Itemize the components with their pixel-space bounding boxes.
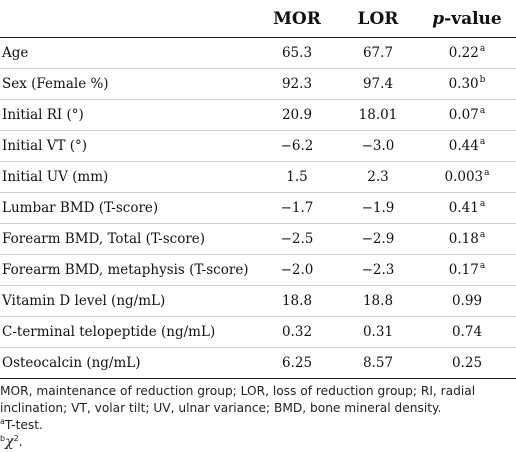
footnote-a-marker: a (0, 417, 5, 426)
footnote-b-exponent: 2 (13, 434, 19, 443)
row-label: C-terminal telopeptide (ng/mL) (0, 316, 256, 348)
footnote-a-text: T-test. (4, 418, 43, 432)
row-label: Forearm BMD, metaphysis (T-score) (0, 254, 256, 286)
footnote-abbreviations: MOR, maintenance of reduction group; LOR… (0, 384, 476, 415)
p-value: 0.003 (444, 169, 484, 185)
mor-value: −1.7 (256, 192, 338, 224)
table-row: Osteocalcin (ng/mL) 6.25 8.57 0.25 (0, 347, 516, 379)
p-value-footnote-marker: a (484, 168, 490, 178)
p-value-cell: 0.25 (418, 347, 516, 379)
header-p-rest: -value (444, 8, 502, 29)
lor-value: 8.57 (338, 347, 418, 379)
p-value: 0.07 (448, 107, 479, 123)
p-value: 0.30 (448, 76, 479, 92)
comparison-table: MOR LOR p-value Age 65.3 67.7 0.22a Sex (Fem… (0, 0, 516, 379)
mor-value: 1.5 (256, 161, 338, 193)
table-body: Age 65.3 67.7 0.22a Sex (Female %) 92.3 97.4 0.… (0, 37, 516, 379)
footnote-b-tail: . (18, 435, 23, 449)
p-value: 0.41 (448, 200, 479, 216)
p-value: 0.17 (448, 262, 479, 278)
lor-value: 18.8 (338, 285, 418, 317)
row-label: Age (0, 37, 256, 69)
table-row: Sex (Female %) 92.3 97.4 0.30b (0, 68, 516, 100)
p-value-footnote-marker: a (479, 230, 486, 240)
p-value-cell: 0.17a (418, 254, 516, 286)
table-row: Vitamin D level (ng/mL) 18.8 18.8 0.99 (0, 285, 516, 317)
table-row: Age 65.3 67.7 0.22a (0, 37, 516, 69)
mor-value: −2.5 (256, 223, 338, 255)
mor-value: 92.3 (256, 68, 338, 100)
p-value-cell: 0.003a (418, 161, 516, 193)
p-value-footnote-marker: a (479, 199, 486, 209)
p-value-footnote-marker: a (479, 137, 486, 147)
p-value-cell: 0.18a (418, 223, 516, 255)
row-label: Initial VT (°) (0, 130, 256, 162)
footnote-b-marker: b (0, 434, 6, 443)
mor-value: 0.32 (256, 316, 338, 348)
header-label-cell (0, 0, 256, 38)
mor-value: −2.0 (256, 254, 338, 286)
table-row: C-terminal telopeptide (ng/mL) 0.32 0.31 0.… (0, 316, 516, 348)
lor-value: −1.9 (338, 192, 418, 224)
row-label: Lumbar BMD (T-score) (0, 192, 256, 224)
table-header-row: MOR LOR p-value (0, 0, 516, 38)
row-label: Initial RI (°) (0, 99, 256, 131)
p-value-cell: 0.44a (418, 130, 516, 162)
p-value-footnote-marker: a (479, 106, 486, 116)
row-label: Sex (Female %) (0, 68, 256, 100)
table-row: Initial VT (°) −6.2 −3.0 0.44a (0, 130, 516, 162)
table-row: Lumbar BMD (T-score) −1.7 −1.9 0.41a (0, 192, 516, 224)
table-row: Initial UV (mm) 1.5 2.3 0.003a (0, 161, 516, 193)
mor-value: 65.3 (256, 37, 338, 69)
p-value-footnote-marker: b (479, 75, 486, 85)
table-row: Forearm BMD, metaphysis (T-score) −2.0 −2.… (0, 254, 516, 286)
p-value-cell: 0.30b (418, 68, 516, 100)
p-value-cell: 0.99 (418, 285, 516, 317)
p-value: 0.22 (448, 45, 479, 61)
p-value-footnote-marker: a (479, 44, 486, 54)
lor-value: 67.7 (338, 37, 418, 69)
table-footnotes: MOR, maintenance of reduction group; LOR… (0, 383, 512, 451)
p-value-cell: 0.22a (418, 37, 516, 69)
p-value-footnote-marker: a (479, 261, 486, 271)
row-label: Forearm BMD, Total (T-score) (0, 223, 256, 255)
footnote-b: bχ2. (0, 434, 512, 451)
footnote-a: aT-test. (0, 417, 512, 434)
mor-value: 18.8 (256, 285, 338, 317)
p-value-cell: 0.74 (418, 316, 516, 348)
mor-value: 6.25 (256, 347, 338, 379)
p-value: 0.99 (451, 293, 483, 309)
lor-value: −3.0 (338, 130, 418, 162)
row-label: Osteocalcin (ng/mL) (0, 347, 256, 379)
data-table-container: MOR LOR p-value Age 65.3 67.7 0.22a Sex (Fem… (0, 0, 516, 379)
footnote-b-symbol: χ (5, 434, 14, 450)
header-lor: LOR (338, 0, 418, 38)
p-value: 0.18 (448, 231, 479, 247)
lor-value: 18.01 (338, 99, 418, 131)
p-value: 0.44 (448, 138, 479, 154)
lor-value: −2.3 (338, 254, 418, 286)
lor-value: 2.3 (338, 161, 418, 193)
p-value: 0.74 (451, 324, 483, 340)
mor-value: 20.9 (256, 99, 338, 131)
header-p-italic: p (432, 8, 445, 29)
header-p-value: p-value (418, 0, 516, 38)
table-row: Forearm BMD, Total (T-score) −2.5 −2.9 0.18… (0, 223, 516, 255)
p-value-cell: 0.07a (418, 99, 516, 131)
header-mor: MOR (256, 0, 338, 38)
p-value: 0.25 (451, 355, 483, 371)
lor-value: 97.4 (338, 68, 418, 100)
table-row: Initial RI (°) 20.9 18.01 0.07a (0, 99, 516, 131)
lor-value: −2.9 (338, 223, 418, 255)
row-label: Vitamin D level (ng/mL) (0, 285, 256, 317)
mor-value: −6.2 (256, 130, 338, 162)
p-value-cell: 0.41a (418, 192, 516, 224)
row-label: Initial UV (mm) (0, 161, 256, 193)
lor-value: 0.31 (338, 316, 418, 348)
